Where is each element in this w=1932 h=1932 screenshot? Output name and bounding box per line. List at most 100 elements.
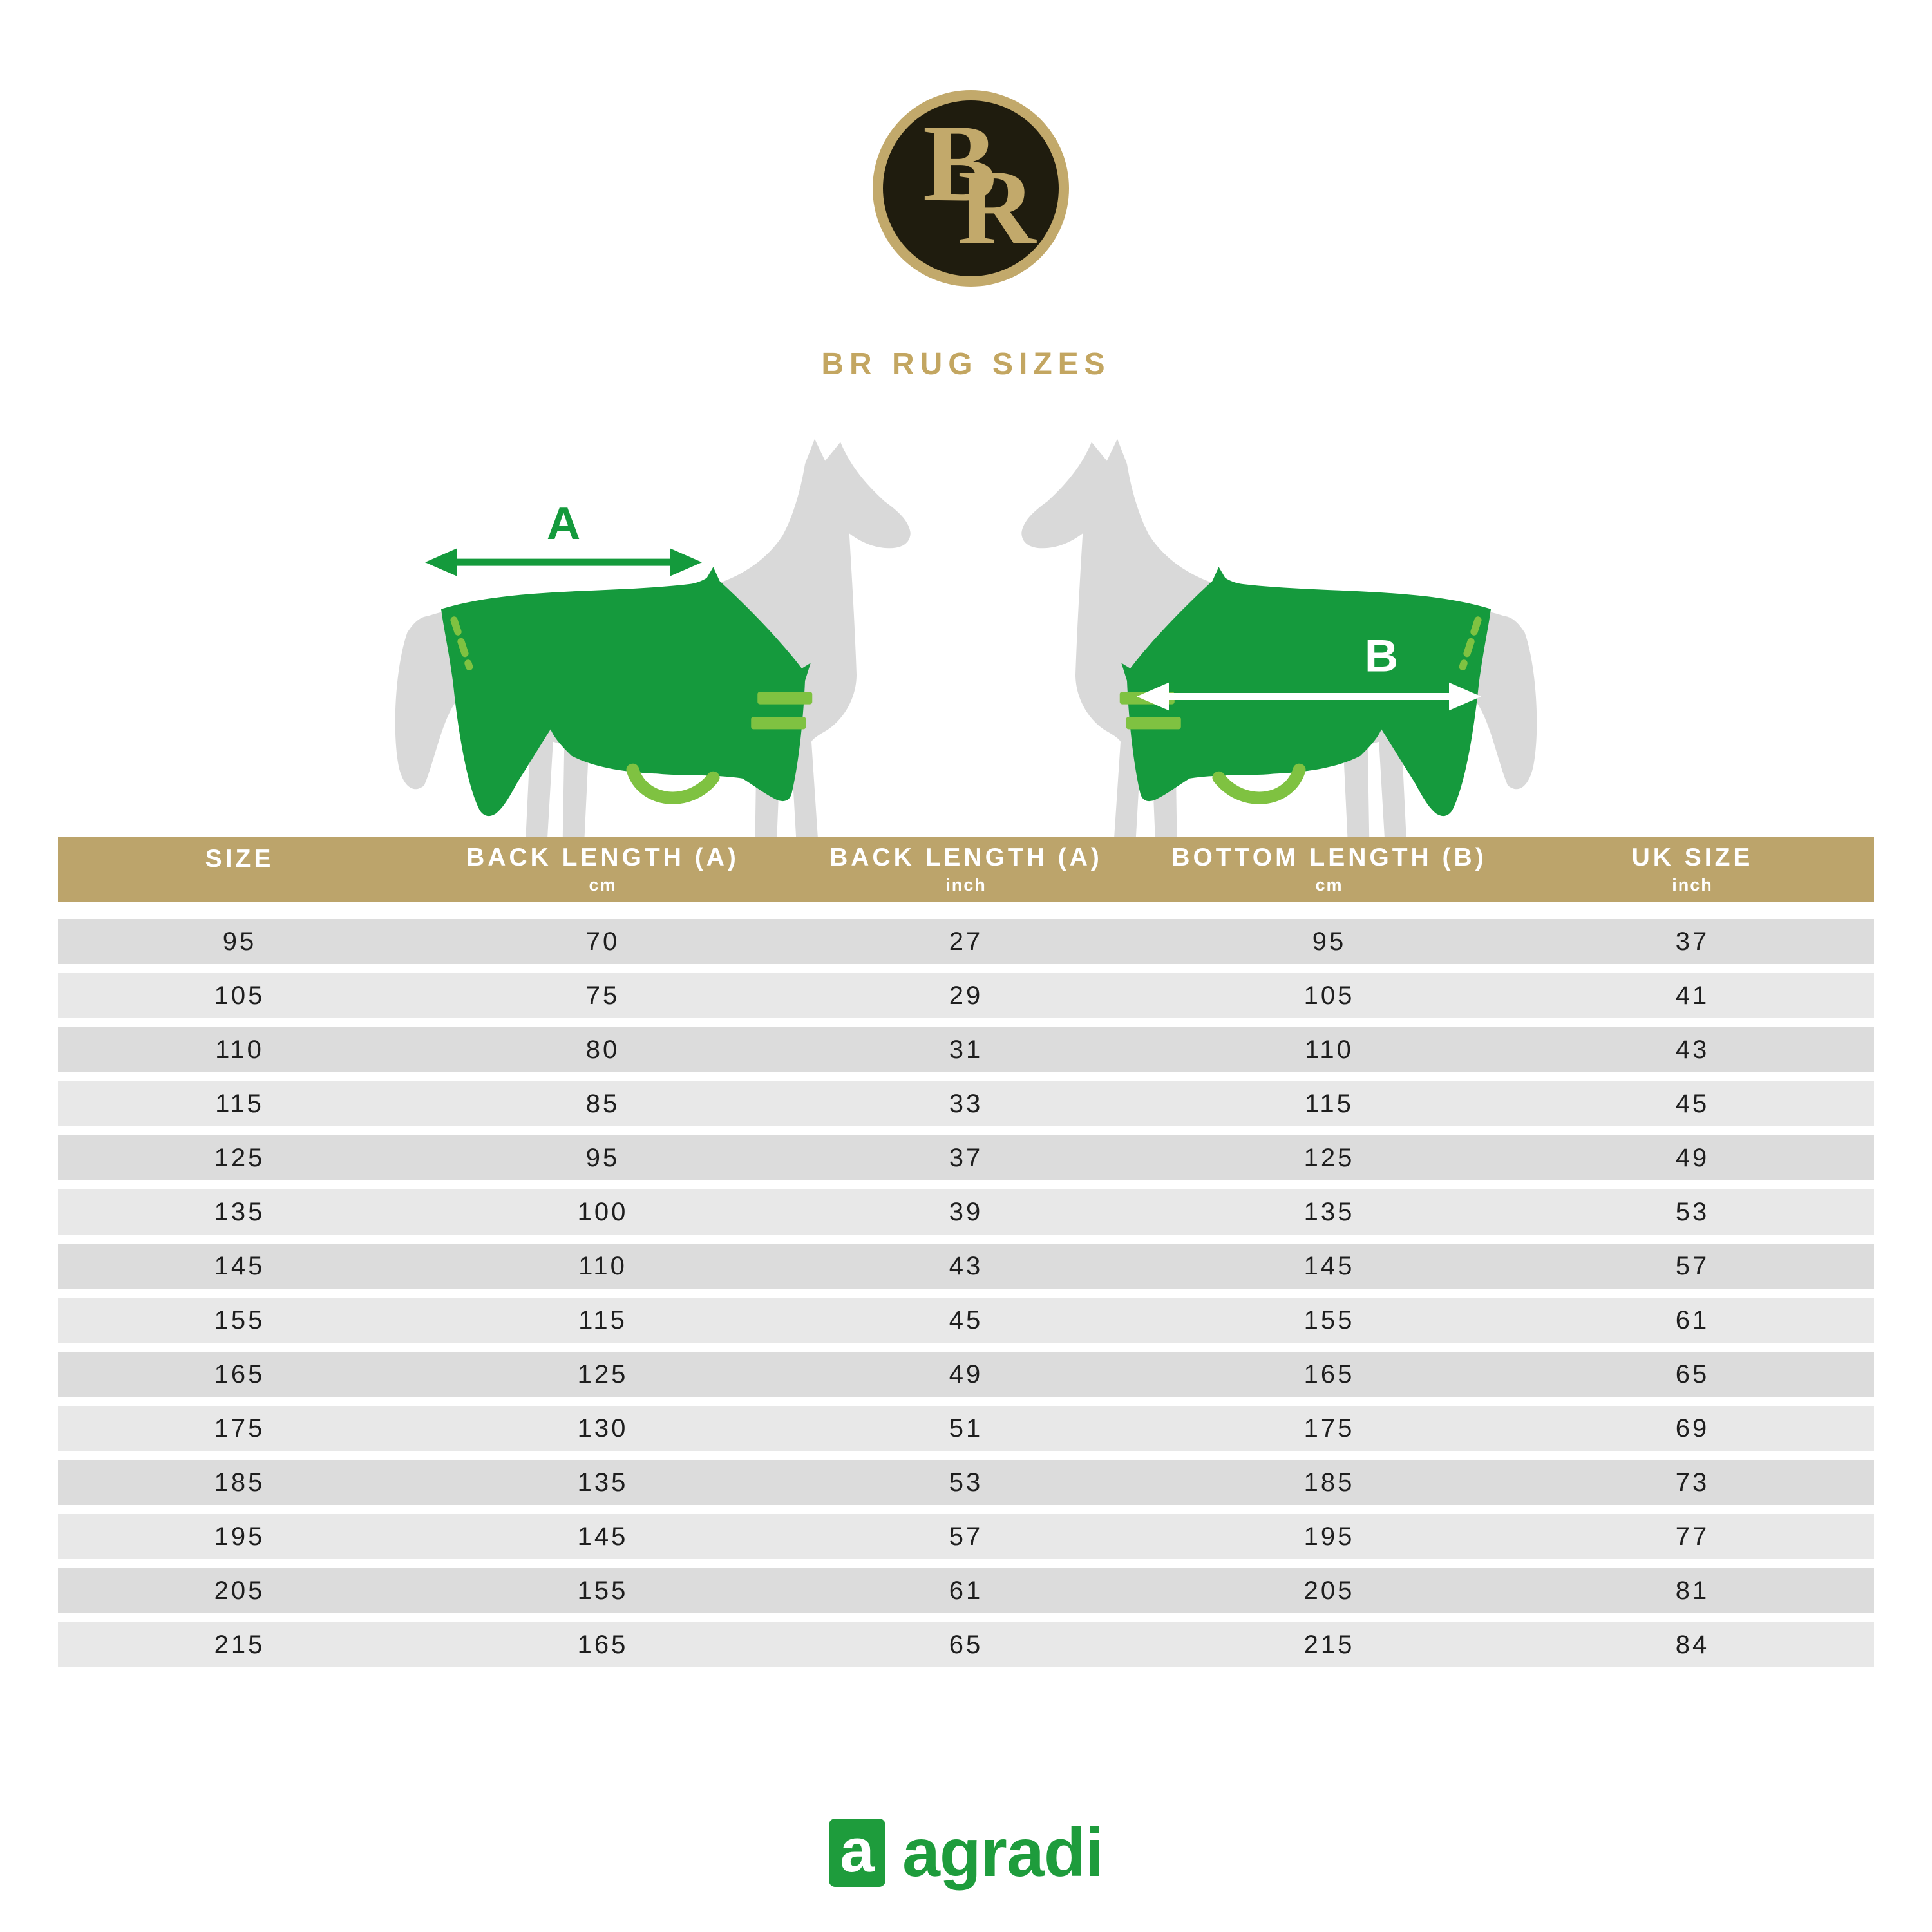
table-row: 195 145 57 195 77 <box>58 1514 1874 1559</box>
column-header-unit: inch <box>945 875 987 895</box>
column-header: BACK LENGTH (A) inch <box>784 837 1148 902</box>
table-cell: 110 <box>1305 1035 1354 1064</box>
table-cell: 41 <box>1675 981 1710 1010</box>
table-cell: 175 <box>1303 1414 1355 1443</box>
table-row: 185 135 53 185 73 <box>58 1460 1874 1505</box>
table-cell: 115 <box>215 1089 264 1118</box>
table-cell: 69 <box>1675 1414 1710 1443</box>
column-header: BACK LENGTH (A) cm <box>421 837 784 902</box>
agradi-logo: a agradi <box>0 1819 1932 1887</box>
agradi-icon-letter: a <box>840 1816 875 1885</box>
table-cell: 37 <box>1675 927 1710 956</box>
table-cell: 165 <box>214 1359 265 1388</box>
measure-label-a: A <box>547 498 580 549</box>
table-cell: 110 <box>215 1035 264 1064</box>
table-row: 145 110 43 145 57 <box>58 1244 1874 1289</box>
table-cell: 135 <box>1303 1197 1355 1226</box>
agradi-wordmark: agradi <box>902 1815 1104 1891</box>
table-cell: 29 <box>949 981 983 1010</box>
table-cell: 145 <box>1303 1251 1355 1280</box>
table-cell: 53 <box>949 1468 983 1497</box>
table-cell: 65 <box>949 1630 983 1659</box>
table-cell: 51 <box>949 1414 983 1443</box>
table-cell: 135 <box>577 1468 629 1497</box>
table-cell: 31 <box>949 1035 983 1064</box>
table-cell: 115 <box>1305 1089 1354 1118</box>
table-cell: 155 <box>577 1576 629 1605</box>
chest-strap-top <box>757 692 813 705</box>
monogram-letter-b: B <box>923 102 997 225</box>
column-header-unit: cm <box>589 875 617 895</box>
table-cell: 95 <box>222 927 257 956</box>
table-row: 95 70 27 95 37 <box>58 919 1874 964</box>
table-cell: 215 <box>1303 1630 1355 1659</box>
table-cell: 33 <box>949 1089 983 1118</box>
table-cell: 70 <box>585 927 620 956</box>
table-cell: 175 <box>214 1414 265 1443</box>
measure-label-b: B <box>1365 631 1398 682</box>
table-row: 105 75 29 105 41 <box>58 973 1874 1018</box>
table-cell: 65 <box>1675 1359 1710 1388</box>
table-cell: 84 <box>1675 1630 1710 1659</box>
table-cell: 155 <box>1303 1305 1355 1334</box>
table-cell: 185 <box>1303 1468 1355 1497</box>
table-row: 165 125 49 165 65 <box>58 1352 1874 1397</box>
table-cell: 215 <box>214 1630 265 1659</box>
agradi-icon: a <box>828 1816 886 1887</box>
measure-arrow-a: A <box>425 498 702 576</box>
table-cell: 110 <box>578 1251 627 1280</box>
table-cell: 195 <box>214 1522 265 1551</box>
table-cell: 80 <box>585 1035 620 1064</box>
table-cell: 205 <box>1303 1576 1355 1605</box>
size-table: SIZE BACK LENGTH (A) cm BACK LENGTH (A) inch… <box>58 837 1874 1676</box>
table-cell: 145 <box>214 1251 265 1280</box>
table-cell: 135 <box>214 1197 265 1226</box>
table-cell: 95 <box>585 1143 620 1172</box>
table-cell: 155 <box>214 1305 265 1334</box>
table-cell: 81 <box>1675 1576 1710 1605</box>
rug-seam-dashes <box>450 616 473 670</box>
column-header-label: BOTTOM LENGTH (B) <box>1171 844 1487 871</box>
table-cell: 115 <box>578 1305 627 1334</box>
table-body: 95 70 27 95 37 105 75 29 105 41 110 80 31 110 43 115 85 3… <box>58 919 1874 1667</box>
table-cell: 100 <box>577 1197 629 1226</box>
table-row: 115 85 33 115 45 <box>58 1081 1874 1126</box>
table-cell: 75 <box>585 981 620 1010</box>
table-cell: 73 <box>1675 1468 1710 1497</box>
column-header-unit: inch <box>1672 875 1713 895</box>
rug-shape <box>441 567 811 817</box>
table-cell: 37 <box>949 1143 983 1172</box>
table-cell: 165 <box>577 1630 629 1659</box>
table-cell: 105 <box>1303 981 1355 1010</box>
table-cell: 61 <box>1675 1305 1710 1334</box>
table-cell: 57 <box>1675 1251 1710 1280</box>
table-cell: 125 <box>577 1359 629 1388</box>
column-header-label: BACK LENGTH (A) <box>829 844 1103 871</box>
table-cell: 45 <box>949 1305 983 1334</box>
horse-diagram-bottom-length: B <box>969 433 1581 838</box>
table-row: 215 165 65 215 84 <box>58 1622 1874 1667</box>
table-header-row: SIZE BACK LENGTH (A) cm BACK LENGTH (A) inch… <box>58 837 1874 902</box>
table-cell: 61 <box>949 1576 983 1605</box>
table-cell: 130 <box>577 1414 629 1443</box>
column-header: SIZE <box>58 837 421 902</box>
monogram-letter-r: R <box>958 147 1036 267</box>
table-cell: 205 <box>214 1576 265 1605</box>
table-cell: 49 <box>949 1359 983 1388</box>
table-row: 155 115 45 155 61 <box>58 1298 1874 1343</box>
table-cell: 39 <box>949 1197 983 1226</box>
table-row: 175 130 51 175 69 <box>58 1406 1874 1451</box>
table-cell: 57 <box>949 1522 983 1551</box>
column-header-label: UK SIZE <box>1631 844 1754 871</box>
table-cell: 49 <box>1675 1143 1710 1172</box>
horse-diagram-back-length: A <box>395 439 911 838</box>
chest-strap-bottom <box>751 717 806 730</box>
column-header-unit: cm <box>1315 875 1343 895</box>
table-row: 110 80 31 110 43 <box>58 1027 1874 1072</box>
table-cell: 125 <box>214 1143 265 1172</box>
column-header: BOTTOM LENGTH (B) cm <box>1148 837 1511 902</box>
table-row: 125 95 37 125 49 <box>58 1135 1874 1180</box>
table-cell: 85 <box>585 1089 620 1118</box>
table-row: 135 100 39 135 53 <box>58 1189 1874 1235</box>
table-cell: 95 <box>1312 927 1347 956</box>
